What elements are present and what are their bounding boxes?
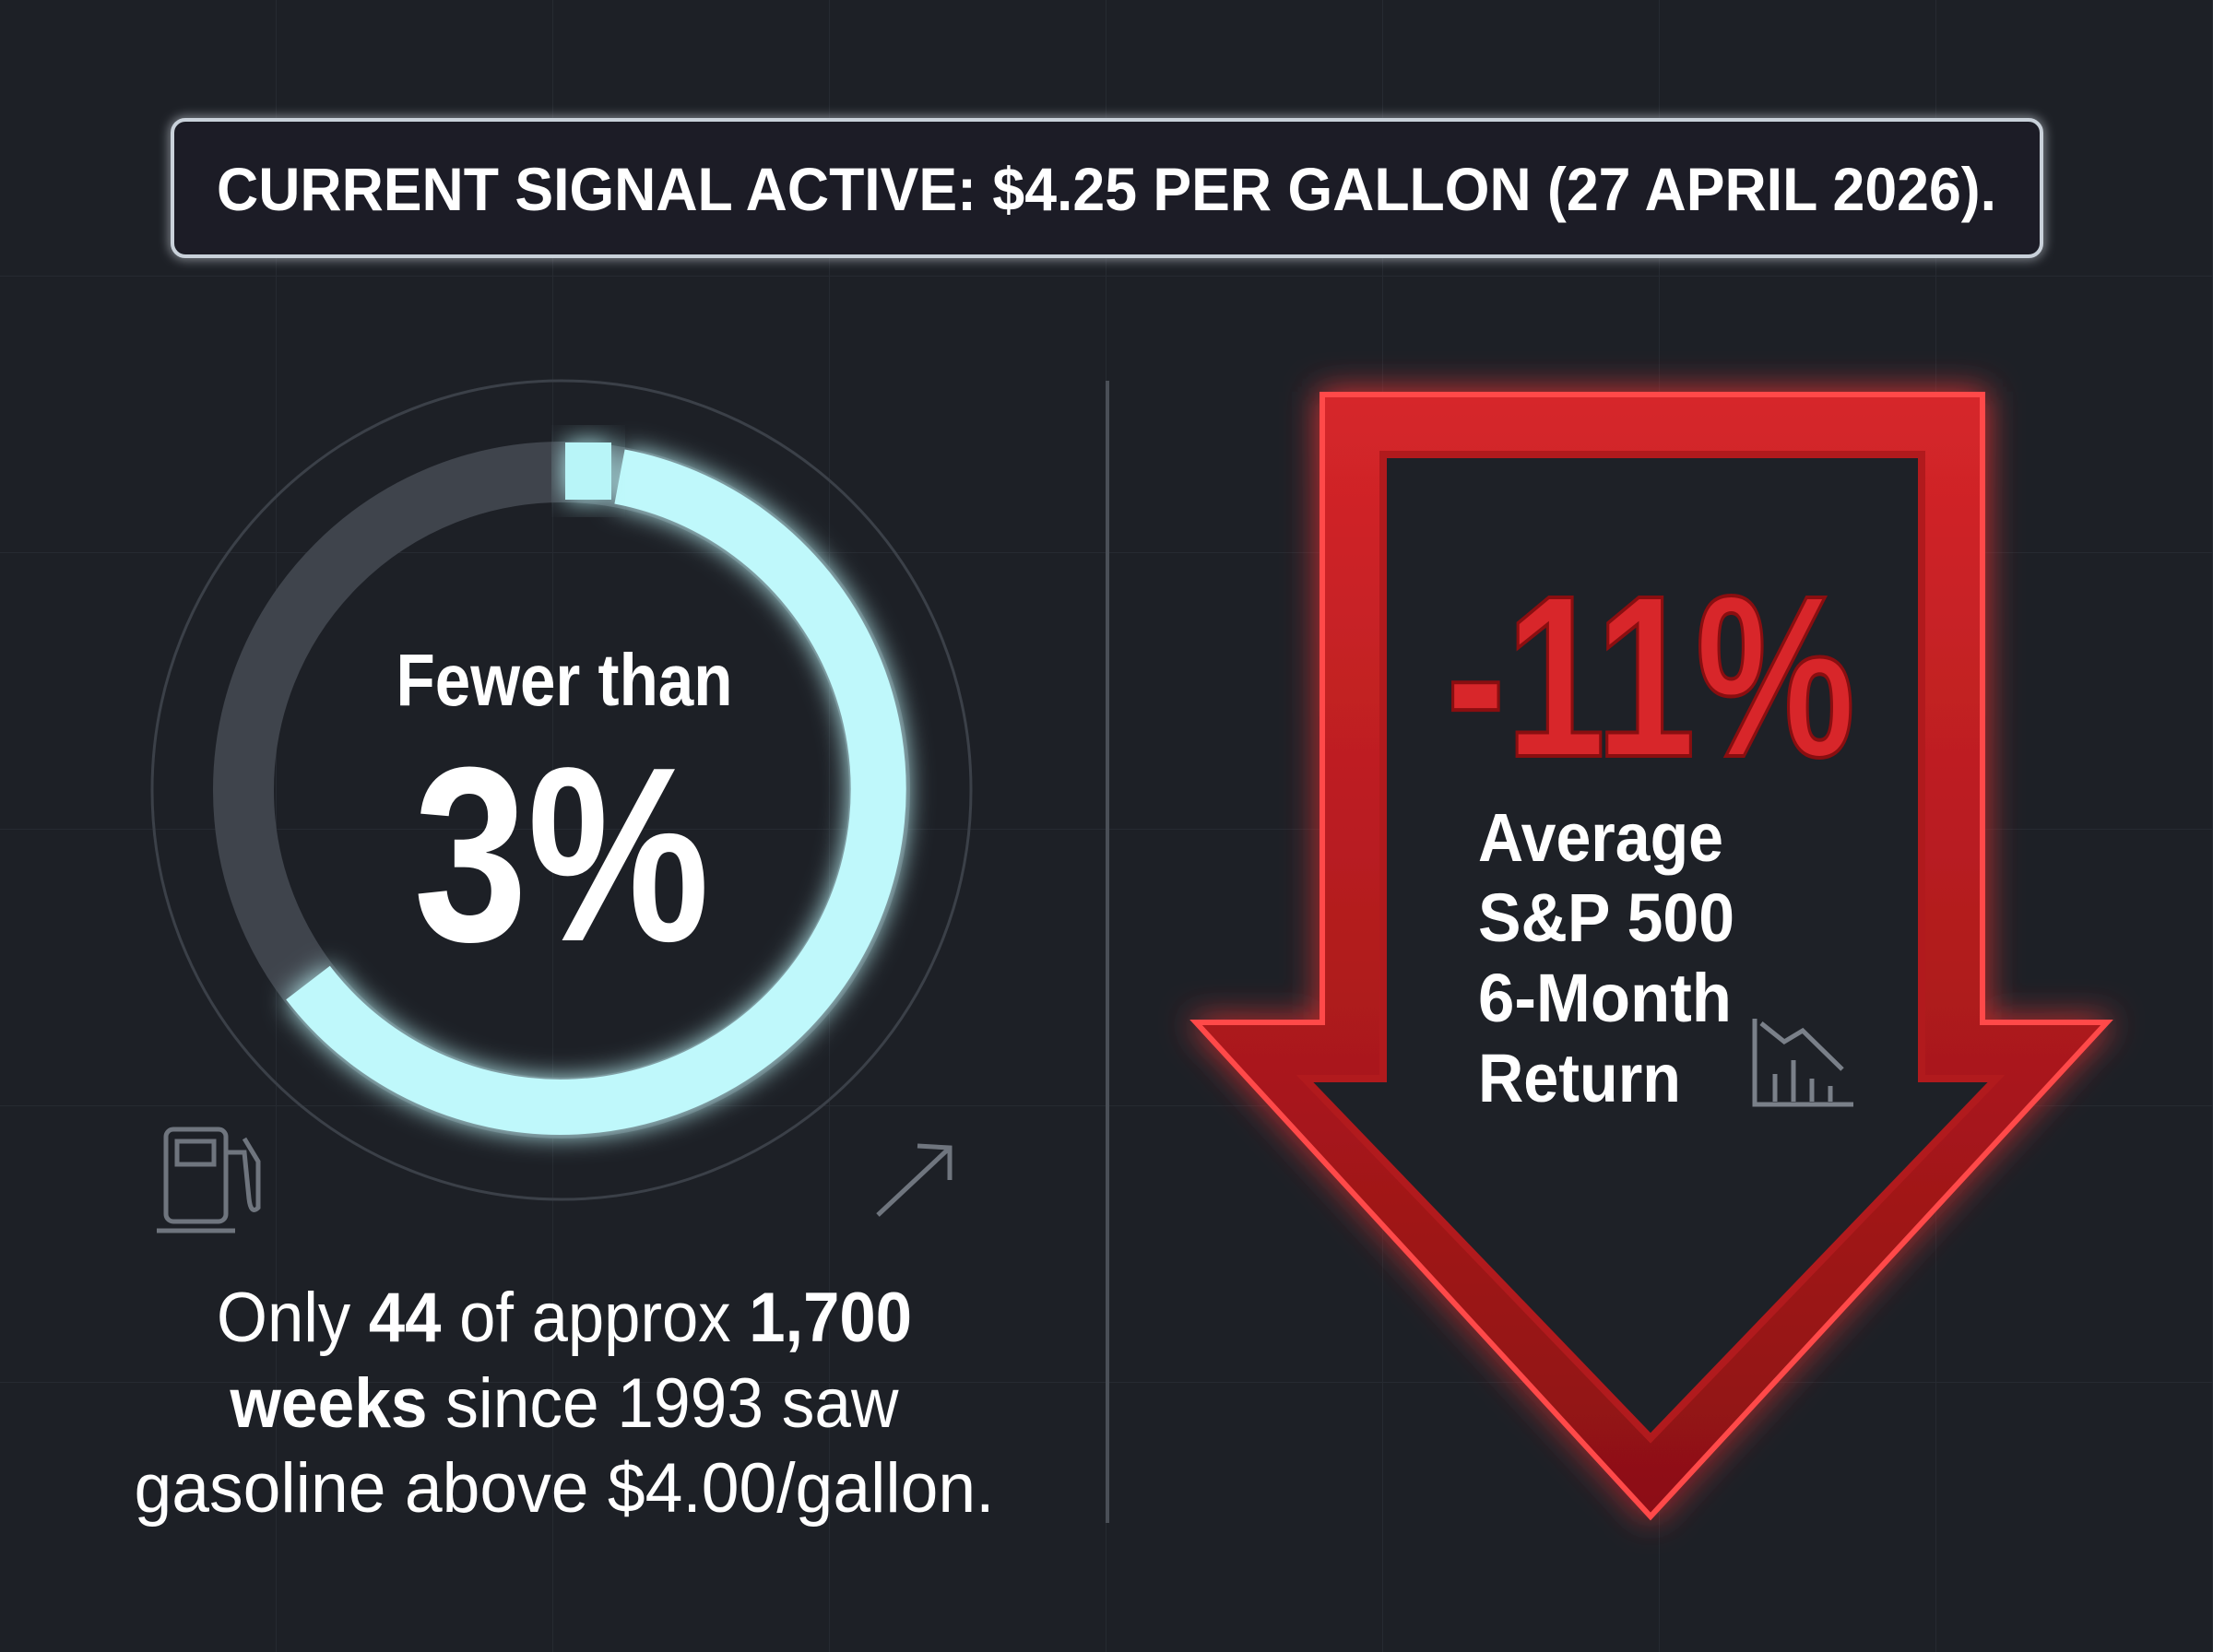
caption-text: Only [217, 1279, 369, 1357]
gauge-outer-ring [150, 379, 973, 1201]
gauge-arc [286, 449, 906, 1135]
highlight-label: Average [1478, 799, 1723, 876]
chart-icon [1752, 1019, 1853, 1107]
gauge-value: 3% [414, 716, 710, 994]
gauge-marker [565, 442, 611, 500]
down-arrow-inner [1296, 451, 2006, 1444]
caption-text: gasoline above $4.00/gallon. [135, 1449, 995, 1528]
caption-bold: 1,700 [749, 1279, 912, 1357]
highlight-label: Return [1478, 1040, 1681, 1116]
highlight-value: -11% [1446, 548, 1855, 805]
banner-box [171, 118, 2043, 258]
caption-text: of approx [441, 1279, 749, 1357]
caption-text: since 1993 saw [427, 1364, 899, 1443]
trend-arrow-icon [876, 1143, 953, 1217]
banner-text: CURRENT SIGNAL ACTIVE: $4.25 PER GALLON … [217, 155, 1996, 223]
caption-bold: 44 [369, 1279, 442, 1357]
caption-line: Only 44 of approx 1,700 [217, 1279, 912, 1357]
highlight-label: S&P 500 [1478, 879, 1734, 956]
caption-line: weeks since 1993 saw [230, 1364, 900, 1443]
caption-line: gasoline above $4.00/gallon. [135, 1449, 995, 1528]
gauge-prefix: Fewer than [396, 639, 733, 721]
fuel-pump-icon [157, 1127, 261, 1233]
highlight-label: 6-Month [1478, 960, 1732, 1036]
caption-bold: weeks [230, 1364, 428, 1443]
